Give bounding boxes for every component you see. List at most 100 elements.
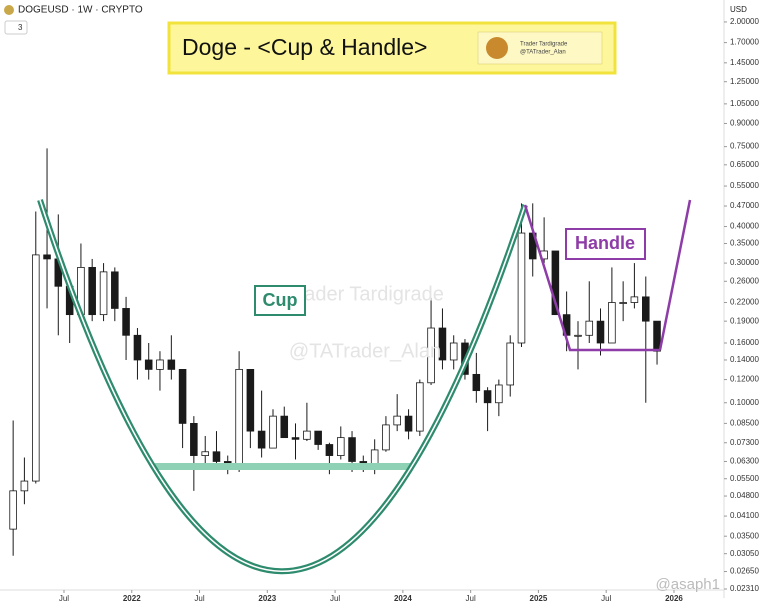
cup-label-box — [254, 285, 306, 316]
y-tick-label: 1.70000 — [730, 38, 759, 47]
y-tick-label: 0.06300 — [730, 457, 759, 466]
candle-body — [574, 334, 582, 337]
x-axis: Jul 2022 Jul 2023 Jul 2024 Jul 2025 Jul 2026 — [59, 590, 683, 603]
y-tick-label: 0.55000 — [730, 181, 759, 190]
candle-body — [269, 415, 277, 449]
logo-name: Trader Tardigrade — [520, 42, 568, 48]
candle-body — [630, 296, 639, 303]
cup-curve-inner — [39, 199, 526, 572]
x-tick-label: 2022 — [123, 594, 141, 603]
candle-body — [190, 423, 198, 456]
candle-body — [314, 430, 322, 445]
candle-body — [212, 451, 221, 462]
support-band — [155, 463, 410, 470]
handle-label: Handle — [575, 233, 635, 253]
candle-body — [472, 373, 481, 392]
logo-handle: @TATrader_Alan — [520, 50, 566, 56]
candle-body — [99, 271, 108, 316]
y-tick-label: 0.14000 — [730, 355, 759, 364]
candle-body — [596, 320, 605, 344]
candle-body — [370, 449, 379, 464]
y-tick-label: 0.26000 — [730, 276, 759, 285]
candle-body — [404, 415, 413, 432]
y-tick-label: 0.02310 — [730, 584, 759, 593]
y-tick-label: 0.03050 — [730, 549, 759, 558]
indicator-count: 3 — [18, 23, 23, 32]
candle-body — [156, 359, 164, 370]
candle-body — [393, 415, 401, 426]
candle-body — [167, 359, 176, 370]
candle-body — [517, 232, 526, 344]
x-tick-label: 2025 — [530, 594, 548, 603]
y-tick-label: 0.19000 — [730, 316, 759, 325]
y-tick-label: 0.75000 — [730, 142, 759, 151]
candle-body — [348, 437, 356, 462]
y-tick-label: 1.45000 — [730, 58, 759, 67]
y-tick-label: 0.12000 — [730, 375, 759, 384]
x-tick-label: 2023 — [258, 594, 276, 603]
y-tick-label: 2.00000 — [730, 17, 759, 26]
candle-body — [133, 334, 142, 361]
y-tick-label: 0.40000 — [730, 222, 759, 231]
y-tick-label: 0.04100 — [730, 511, 759, 520]
handle-line — [523, 204, 660, 352]
symbol-icon — [4, 5, 14, 15]
y-tick-label: 0.16000 — [730, 338, 759, 347]
candle-body — [438, 327, 447, 361]
y-tick-label: 0.10000 — [730, 398, 759, 407]
y-tick-label: 0.03500 — [730, 531, 759, 540]
x-tick-label: Jul — [330, 594, 340, 603]
candle-body — [32, 254, 40, 482]
y-tick-label: 0.07300 — [730, 438, 759, 447]
candle-body — [495, 384, 503, 404]
y-tick-label: 1.25000 — [730, 77, 759, 86]
handle-label-box — [565, 228, 646, 260]
candle-body — [427, 327, 435, 384]
candle-body — [144, 359, 153, 370]
cup-label: Cup — [263, 290, 298, 310]
candle-body — [43, 254, 51, 260]
y-tick-label: 0.08500 — [730, 419, 759, 428]
indicator-count-box[interactable] — [4, 20, 28, 35]
candle-body — [122, 308, 130, 336]
candle-body — [291, 437, 300, 440]
price-axis — [724, 0, 768, 605]
candle-body — [246, 368, 255, 432]
candle-body — [585, 320, 594, 336]
y-tick-label: 0.90000 — [730, 119, 759, 128]
x-tick-label: Jul — [194, 594, 204, 603]
candle-body — [325, 444, 334, 456]
y-tick-label: 0.02650 — [730, 567, 759, 576]
candle-body — [20, 480, 29, 492]
candle-body — [88, 267, 96, 316]
credit: @asaph1 — [656, 576, 720, 593]
candle-body — [9, 490, 17, 530]
y-tick-label: 0.35000 — [730, 239, 759, 248]
candles — [9, 148, 661, 556]
watermark: Trader Tardigrade — [286, 283, 444, 305]
y-tick-label: 0.22000 — [730, 298, 759, 307]
x-tick-label: 2024 — [394, 594, 412, 603]
watermark: @TATrader_Alan — [289, 340, 441, 362]
candle-body — [416, 382, 424, 432]
y-axis: 2.00000 1.70000 1.45000 1.25000 1.05000 0.900… — [724, 17, 759, 593]
symbol[interactable]: DOGEUSD · 1W · CRYPTO — [18, 5, 143, 16]
candle-body — [551, 250, 560, 316]
x-tick-label: 2026 — [665, 594, 683, 603]
candle-body — [303, 430, 311, 440]
x-tick-label: Jul — [601, 594, 611, 603]
y-tick-label: 0.65000 — [730, 160, 759, 169]
candle-body — [235, 368, 243, 466]
candle-body — [257, 430, 266, 449]
candle-body — [382, 424, 390, 451]
candle-body — [280, 415, 289, 439]
candle-body — [642, 296, 650, 322]
y-tick-label: 0.05500 — [730, 474, 759, 483]
candle-body — [178, 368, 187, 424]
currency[interactable]: USD — [730, 5, 747, 14]
x-tick-label: Jul — [59, 594, 69, 603]
candle-body — [483, 390, 492, 404]
x-tick-label: Jul — [466, 594, 476, 603]
banner-title: Doge - <Cup & Handle> — [182, 34, 428, 60]
